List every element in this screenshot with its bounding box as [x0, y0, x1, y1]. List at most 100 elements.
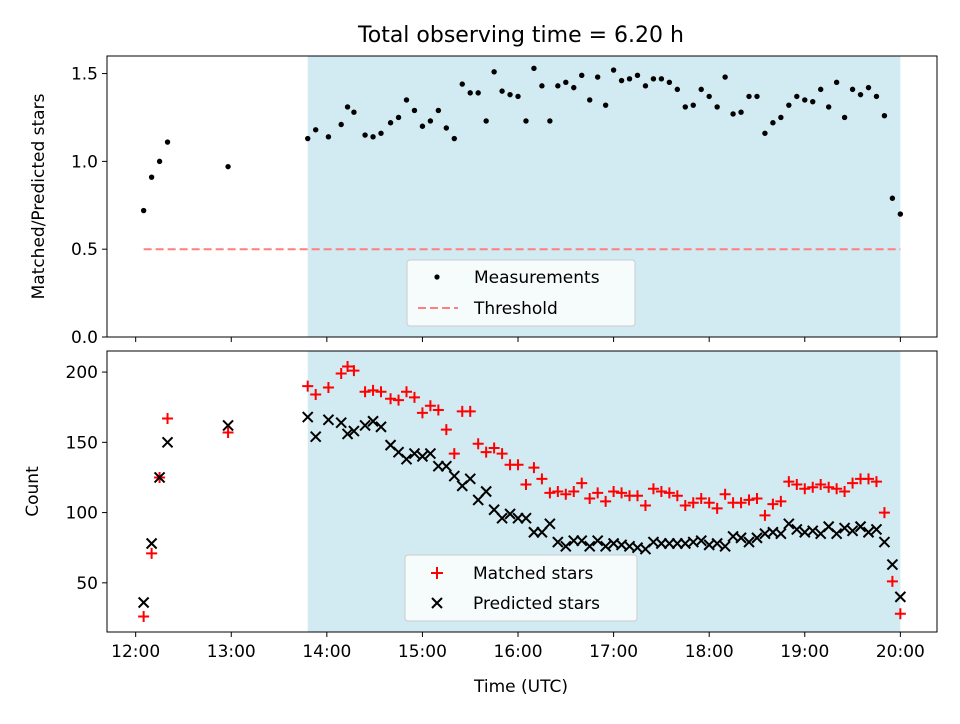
measurement-point — [810, 98, 816, 105]
matched-point — [416, 407, 428, 419]
matched-point — [695, 493, 707, 505]
measurement-point — [889, 195, 896, 201]
top-y-tick-label: 0.0 — [71, 328, 98, 348]
top-axes-frame — [106, 55, 938, 338]
predicted-point — [335, 416, 347, 429]
measurement-point — [507, 91, 513, 98]
bottom-axes-frame — [106, 350, 938, 633]
measurement-point — [515, 93, 521, 100]
measurement-point — [539, 83, 545, 89]
predicted-point — [416, 450, 429, 463]
matched-point — [703, 497, 715, 509]
matched-point — [348, 365, 360, 377]
matched-point — [322, 382, 334, 394]
measurement-point — [523, 118, 529, 124]
predicted-point — [309, 430, 322, 443]
bottom-y-tick-label: 200 — [66, 363, 98, 383]
measurement-point — [378, 130, 384, 136]
bottom-series-x — [137, 411, 907, 609]
measurement-point — [626, 76, 633, 82]
matched-point — [222, 426, 234, 438]
predicted-point — [878, 536, 891, 548]
matched-point — [751, 493, 763, 505]
measurement-point — [849, 86, 856, 93]
legend-measurements-label: Measurements — [474, 268, 600, 288]
matched-point — [862, 473, 874, 485]
measurement-point — [833, 79, 840, 86]
measurement-point — [698, 86, 704, 93]
matched-point — [600, 495, 612, 507]
predicted-point — [735, 532, 747, 544]
measurement-point — [483, 118, 489, 124]
predicted-point — [348, 425, 360, 437]
predicted-point — [775, 527, 787, 540]
matched-point — [480, 446, 492, 458]
predicted-point — [367, 415, 379, 427]
measurement-point — [841, 114, 848, 121]
matched-point — [631, 490, 643, 502]
measurement-point — [674, 86, 681, 93]
matched-point — [743, 494, 755, 506]
predicted-point — [552, 536, 564, 548]
predicted-point — [846, 525, 859, 537]
measurement-point — [395, 114, 402, 121]
x-tick-label: 18:00 — [685, 642, 734, 662]
measurement-point — [666, 79, 673, 86]
predicted-point — [560, 540, 572, 553]
matched-point — [310, 389, 322, 401]
matched-point — [367, 384, 379, 396]
predicted-point — [302, 411, 314, 423]
measurement-point — [571, 84, 577, 91]
predicted-point — [153, 471, 166, 484]
measurement-point — [722, 74, 728, 80]
matched-point — [440, 424, 452, 436]
matched-point — [616, 487, 628, 499]
top-y-tick-label: 0.5 — [71, 240, 98, 260]
measurement-point — [857, 91, 864, 98]
measurement-point — [475, 90, 481, 96]
x-axis-label: Time (UTC) — [473, 677, 568, 697]
matched-point — [663, 487, 675, 499]
predicted-point — [862, 526, 875, 538]
measurement-point — [770, 120, 776, 126]
chart-title: Total observing time = 6.20 h — [357, 23, 684, 48]
measurement-point — [618, 77, 625, 84]
measurement-point — [403, 97, 410, 103]
x-tick-label: 12:00 — [111, 642, 160, 662]
predicted-point — [751, 532, 763, 544]
matched-point — [560, 488, 572, 500]
measurement-point — [140, 207, 147, 214]
matched-point — [385, 393, 397, 405]
matched-point — [544, 487, 556, 499]
matched-point — [448, 448, 460, 460]
matched-point — [783, 476, 795, 488]
measurement-point — [762, 130, 768, 136]
measurement-point — [325, 134, 332, 140]
matched-point — [375, 386, 387, 398]
measurement-point — [435, 107, 442, 114]
measurement-point — [730, 111, 736, 117]
matched-point — [639, 500, 651, 512]
top-legend-box — [406, 259, 636, 327]
matched-point — [568, 486, 580, 497]
matched-point — [335, 367, 347, 379]
top-y-tick-label: 1.5 — [71, 65, 98, 85]
matched-point — [576, 477, 588, 489]
matched-point — [342, 360, 354, 372]
measurement-point — [658, 76, 665, 82]
predicted-point — [838, 522, 851, 534]
measurement-point — [746, 93, 752, 100]
measurement-point — [451, 135, 457, 142]
legend-threshold-label: Threshold — [473, 299, 558, 319]
matched-point — [592, 487, 604, 499]
measurement-point — [362, 132, 368, 138]
bottom-y-tick-label: 100 — [66, 504, 98, 524]
matched-point — [878, 507, 890, 519]
predicted-point — [504, 508, 516, 520]
top-y-axis-label: Matched/Predicted stars — [29, 93, 49, 299]
predicted-point — [408, 447, 421, 460]
top-series-dot — [140, 65, 904, 217]
matched-point — [767, 498, 779, 510]
predicted-point — [440, 460, 453, 472]
top-y-tick-label: 1.0 — [71, 152, 98, 172]
